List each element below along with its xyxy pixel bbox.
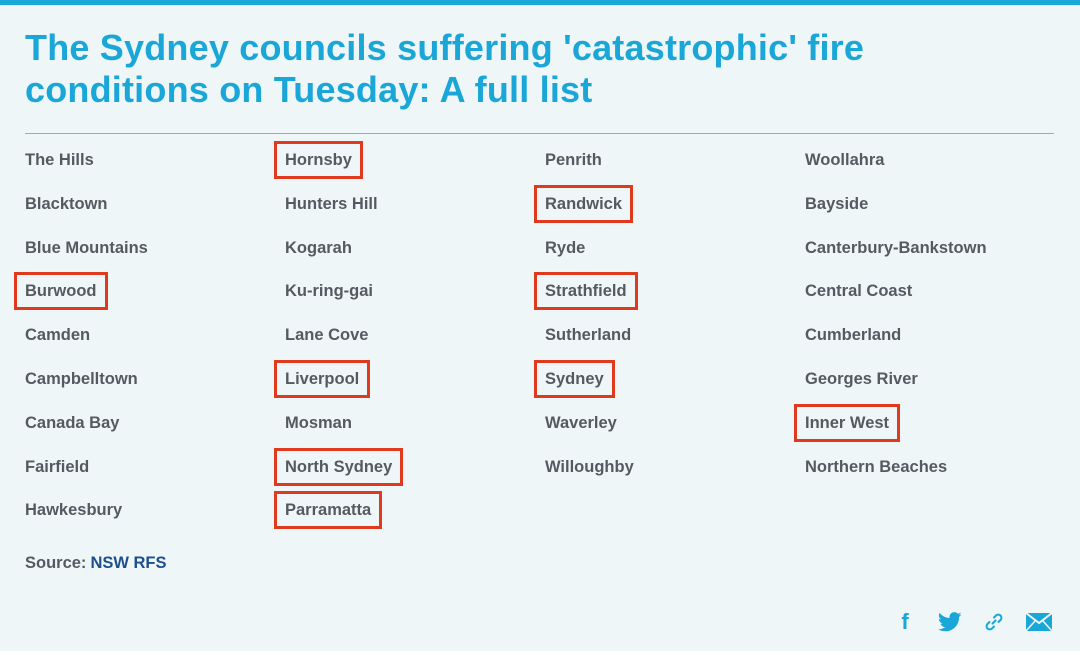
council-cumberland: Cumberland [805,326,902,345]
facebook-icon: f [901,609,909,634]
council-blacktown: Blacktown [25,194,108,213]
council-willoughby: Willoughby [545,457,634,476]
council-the-hills: The Hills [25,151,94,169]
highlight-box [274,447,403,486]
council-campbelltown: Campbelltown [25,370,138,388]
council-ryde: Ryde [545,238,586,257]
highlight-box [14,272,108,311]
council-parramatta: Parramatta [285,501,372,520]
council-kogarah: Kogarah [285,238,352,257]
council-blue-mountains: Blue Mountains [25,238,148,257]
source-label: Source: [25,554,87,572]
twitter-icon [938,612,962,632]
source-link[interactable]: NSW RFS [90,554,167,572]
source-line: Source: NSW RFS [25,553,167,573]
council-hornsby: Hornsby [285,151,352,169]
council-list: The Hills Blacktown Blue Mountains Burwood C… [0,5,1080,656]
council-burwood: Burwood [25,282,97,301]
council-camden: Camden [25,326,91,345]
council-strathfield: Strathfield [545,282,627,301]
highlight-box [274,491,382,530]
title-divider [25,133,1054,134]
email-share-button[interactable] [1024,609,1054,635]
highlight-box [534,272,638,311]
council-lane-cove: Lane Cove [285,326,369,345]
council-central-coast: Central Coast [805,282,913,301]
council-hawkesbury: Hawkesbury [25,501,123,520]
council-waverley: Waverley [545,413,617,432]
council-bayside: Bayside [805,194,869,213]
council-woollahra: Woollahra [805,151,885,169]
copy-link-button[interactable] [982,609,1006,635]
council-sutherland: Sutherland [545,326,632,345]
council-mosman: Mosman [285,413,352,432]
council-georges-river: Georges River [805,370,918,388]
highlight-box [534,184,633,223]
highlight-box [534,360,615,398]
council-sydney: Sydney [545,370,604,388]
highlight-box [274,141,363,179]
twitter-share-button[interactable] [936,609,964,635]
email-icon [1025,612,1053,632]
council-hunters-hill: Hunters Hill [285,194,378,213]
council-randwick: Randwick [545,194,623,213]
council-canada-bay: Canada Bay [25,413,120,432]
council-ku-ring-gai: Ku-ring-gai [285,282,373,301]
article-title: The Sydney councils suffering 'catastrop… [25,27,865,110]
council-northern-beaches: Northern Beaches [805,457,948,476]
council-canterbury-bankstown: Canterbury-Bankstown [805,238,987,257]
link-icon [985,613,1003,631]
facebook-share-button[interactable]: f [896,609,914,635]
council-inner-west: Inner West [805,413,890,432]
council-penrith: Penrith [545,151,602,169]
council-liverpool: Liverpool [285,370,360,388]
council-fairfield: Fairfield [25,457,90,476]
highlight-box [274,360,370,398]
highlight-box [794,403,900,442]
council-north-sydney: North Sydney [285,457,393,476]
